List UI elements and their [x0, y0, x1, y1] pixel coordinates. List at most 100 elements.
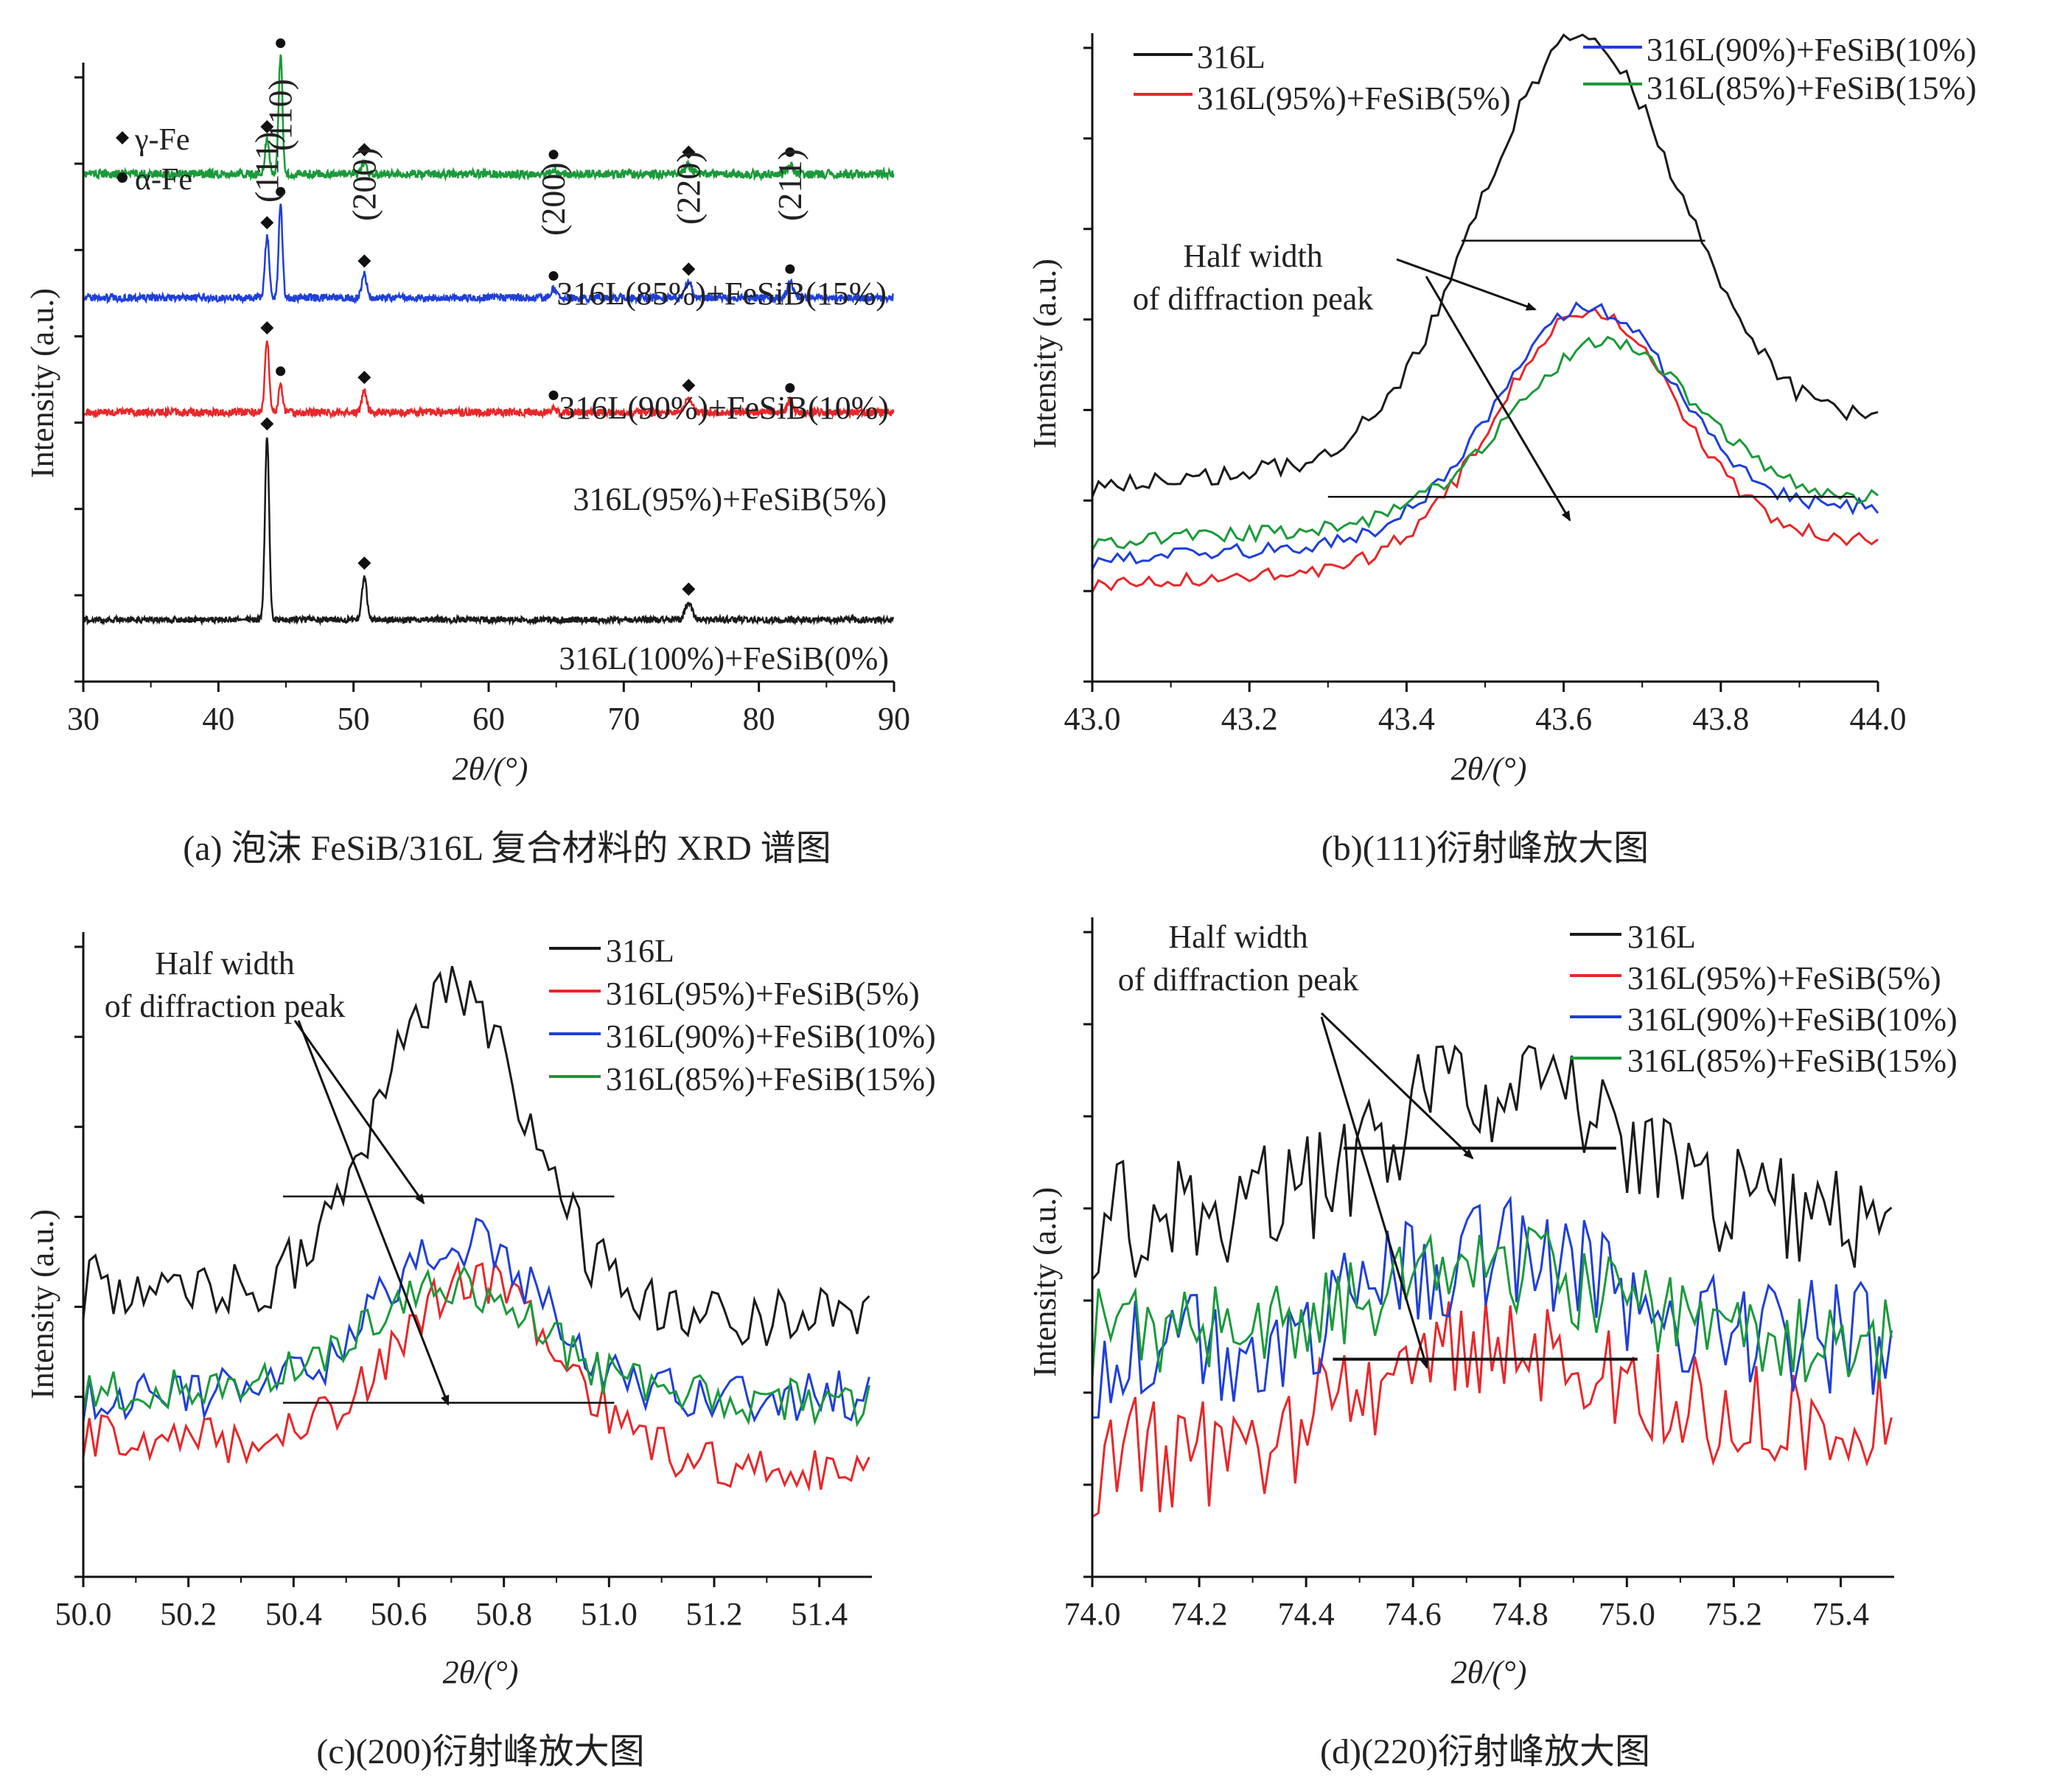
alpha-fe-marker	[548, 270, 559, 281]
series-line-0	[1091, 1044, 1893, 1281]
x-tick-label: 43.6	[1535, 701, 1592, 737]
panel-d-series	[1091, 1044, 1893, 1518]
panel-a-xlabel: 2θ/(°)	[453, 751, 528, 787]
x-tick-label: 75.2	[1705, 1596, 1762, 1632]
panel-d-arrow-2	[1320, 1016, 1429, 1369]
panel-a-axes: 30 40 50 60 70 80 90	[67, 63, 910, 737]
x-tick-label: 50.0	[55, 1596, 112, 1632]
x-tick-label: 60	[472, 701, 505, 737]
panel-b-xlabel: 2θ/(°)	[1451, 751, 1527, 787]
legend-label-316l: 316L	[1197, 39, 1265, 75]
alpha-fe-marker	[785, 147, 795, 157]
panel-b-annotation: Half width of diffraction peak	[1133, 238, 1571, 522]
x-tick-label: 74.4	[1278, 1596, 1335, 1632]
panel-b-annotation-text: Half width of diffraction peak	[1133, 238, 1374, 317]
panel-b-111-peak: 43.0 43.2 43.4 43.6 43.8 44.0 316L 316L(95%)+…	[1027, 32, 1977, 868]
legend-label-95-5: 316L(95%)+FeSiB(5%)	[1627, 960, 1941, 996]
series-line-1	[1091, 307, 1879, 593]
x-tick-label: 90	[878, 701, 910, 737]
x-tick-label: 43.2	[1221, 701, 1278, 737]
series-label-100-0: 316L(100%)+FeSiB(0%)	[559, 640, 889, 676]
legend-label-85-15: 316L(85%)+FeSiB(15%)	[1647, 70, 1977, 106]
gamma-fe-marker	[260, 216, 274, 230]
series-line-3	[82, 437, 895, 626]
alpha-fe-marker	[785, 382, 795, 393]
x-tick-label: 40	[202, 701, 234, 737]
gamma-fe-marker	[357, 254, 371, 268]
panel-c-xlabel: 2θ/(°)	[443, 1654, 519, 1690]
legend-label-85-15: 316L(85%)+FeSiB(15%)	[1627, 1043, 1958, 1079]
panel-a-xrd-pattern: 30 40 50 60 70 80 90 (111)(110) (200) (200) (220)…	[24, 38, 910, 868]
panel-d-half-width-lines	[1333, 1147, 1638, 1361]
legend-label-95-5: 316L(95%)+FeSiB(5%)	[1197, 80, 1511, 116]
peak-label: (200)	[345, 147, 383, 221]
series-line-1	[82, 1259, 870, 1492]
panel-d-220-peak: 74.0 74.2 74.4 74.6 74.8 75.0 75.2 75.4 316L 31…	[1027, 917, 1958, 1771]
panel-d-annotation: Half width of diffraction peak	[1118, 919, 1474, 1369]
peak-label: (211)	[771, 149, 809, 221]
x-tick-label: 75.0	[1599, 1596, 1655, 1632]
panel-a-phase-markers	[260, 38, 795, 596]
x-tick-label: 74.6	[1385, 1596, 1442, 1632]
alpha-fe-marker	[785, 264, 795, 274]
series-line-3	[82, 1264, 870, 1427]
peak-label: (110)	[262, 79, 299, 151]
panel-c-arrow-2	[297, 1020, 450, 1406]
panel-b-caption: (b)(111)衍射峰放大图	[1321, 829, 1649, 868]
series-line-3	[1091, 335, 1879, 551]
x-tick-label: 74.8	[1492, 1596, 1549, 1632]
series-line-0	[82, 965, 870, 1346]
x-tick-label: 75.4	[1812, 1596, 1869, 1632]
legend-label-90-10: 316L(90%)+FeSiB(10%)	[606, 1018, 936, 1054]
panel-b-ylabel: Intensity (a.u.)	[1027, 259, 1063, 449]
panel-a-ylabel: Intensity (a.u.)	[24, 288, 60, 478]
gamma-fe-marker	[260, 321, 274, 335]
gamma-fe-marker	[260, 417, 274, 431]
alpha-fe-marker	[276, 38, 286, 49]
x-tick-label: 51.4	[791, 1596, 848, 1632]
series-line-1	[1092, 1301, 1893, 1518]
gamma-fe-marker	[682, 582, 696, 596]
alpha-fe-marker	[548, 391, 559, 401]
series-label-85-15: 316L(85%)+FeSiB(15%)	[556, 276, 887, 312]
peak-label: (111)	[248, 132, 285, 203]
x-tick-label: 51.0	[581, 1596, 638, 1632]
panel-c-annotation-text: Half width of diffraction peak	[105, 945, 346, 1024]
x-tick-label: 43.0	[1064, 701, 1121, 737]
panel-a-legend: γ-Fe α-Fe	[116, 123, 192, 197]
panel-a-series-labels: 316L(85%)+FeSiB(15%) 316L(90%)+FeSiB(10%…	[556, 276, 889, 676]
x-tick-label: 74.0	[1064, 1596, 1121, 1632]
peak-label: (200)	[534, 162, 572, 236]
x-tick-label: 74.2	[1171, 1596, 1228, 1632]
gamma-fe-marker	[682, 145, 696, 159]
legend-alpha-fe-dot-icon	[117, 172, 128, 183]
panel-c-ylabel: Intensity (a.u.)	[24, 1209, 60, 1399]
panel-c-series	[82, 965, 870, 1492]
panel-b-legend: 316L 316L(95%)+FeSiB(5%) 316L(90%)+FeSiB…	[1134, 32, 1977, 116]
gamma-fe-marker	[682, 262, 696, 276]
panel-b-series	[1091, 33, 1879, 593]
x-tick-label: 43.8	[1692, 701, 1749, 737]
panel-c-caption: (c)(200)衍射峰放大图	[316, 1732, 644, 1771]
x-tick-label: 50.6	[371, 1596, 427, 1632]
series-line-0	[1091, 33, 1879, 497]
x-tick-label: 50	[338, 701, 370, 737]
gamma-fe-marker	[357, 143, 371, 157]
panel-b-arrow-2	[1425, 276, 1571, 522]
gamma-fe-marker	[357, 371, 371, 385]
x-tick-label: 80	[743, 701, 775, 737]
panel-c-axes: 50.0 50.2 50.4 50.6 50.8 51.0 51.2 51.4	[55, 932, 872, 1632]
x-tick-label: 44.0	[1850, 701, 1907, 737]
x-tick-label: 51.2	[686, 1596, 743, 1632]
legend-label-316l: 316L	[1627, 919, 1696, 955]
gamma-fe-marker	[682, 379, 696, 393]
alpha-fe-marker	[276, 366, 286, 377]
legend-alpha-fe-label: α-Fe	[135, 163, 192, 197]
legend-label-95-5: 316L(95%)+FeSiB(5%)	[606, 976, 920, 1012]
x-tick-label: 50.4	[265, 1596, 322, 1632]
legend-label-90-10: 316L(90%)+FeSiB(10%)	[1627, 1001, 1958, 1037]
x-tick-label: 50.2	[160, 1596, 217, 1632]
panel-c-legend: 316L 316L(95%)+FeSiB(5%) 316L(90%)+FeSiB…	[549, 933, 936, 1097]
legend-gamma-fe-label: γ-Fe	[134, 123, 190, 157]
